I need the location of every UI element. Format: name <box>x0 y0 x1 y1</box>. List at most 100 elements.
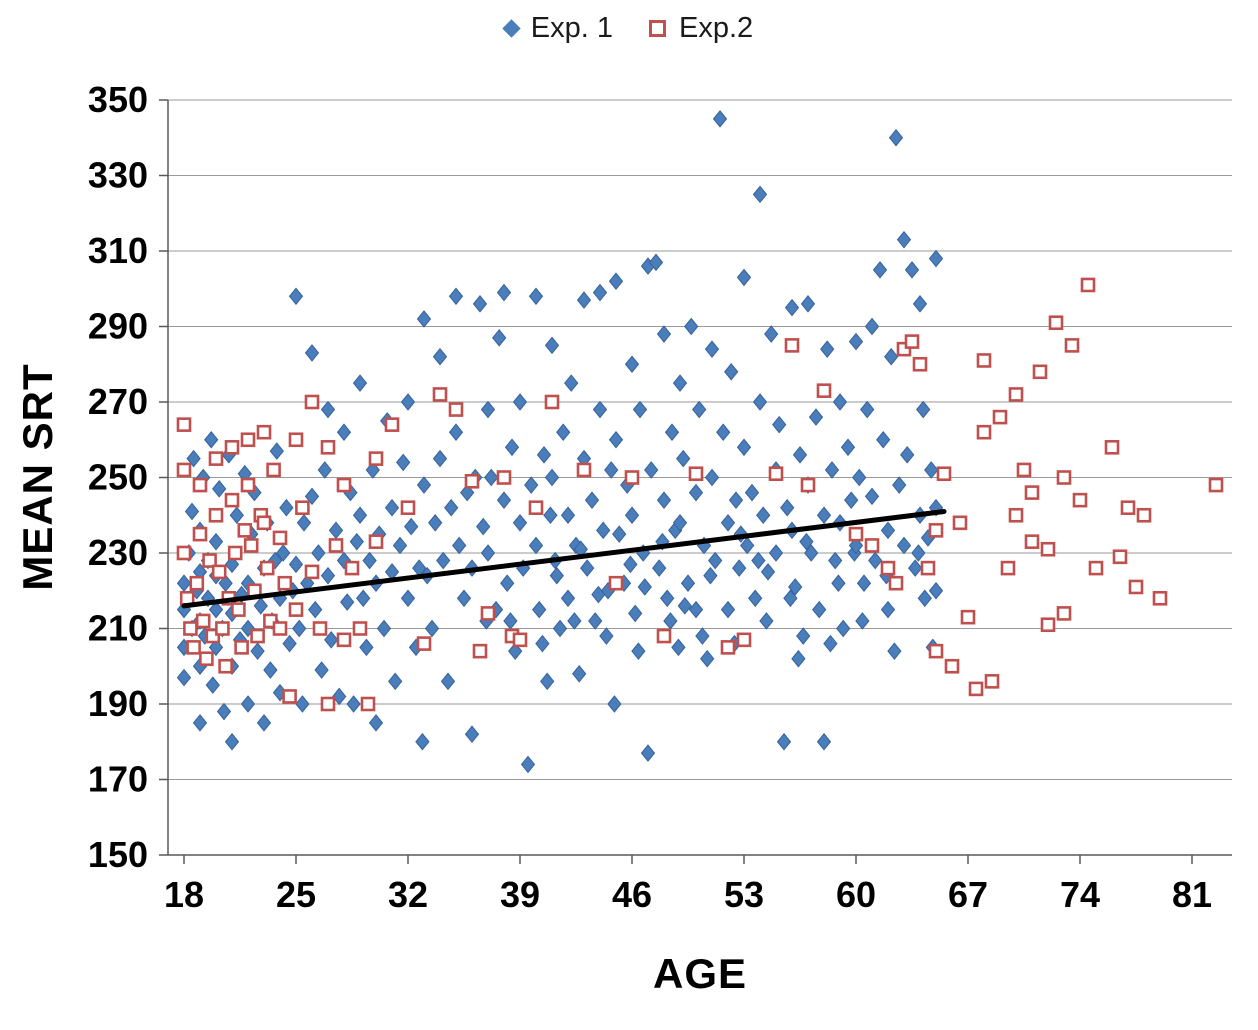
exp2-point <box>224 492 240 508</box>
exp1-point <box>623 555 638 574</box>
exp1-point <box>751 551 766 570</box>
exp2-point <box>218 658 233 674</box>
exp1-point <box>791 649 806 668</box>
exp1-point <box>540 672 555 691</box>
exp1-point <box>328 521 344 540</box>
exp2-point <box>1032 364 1048 380</box>
exp2-point <box>864 538 880 553</box>
x-tick-label: 60 <box>836 874 876 915</box>
exp1-point <box>660 589 675 608</box>
exp1-point <box>612 525 627 543</box>
exp1-point <box>356 589 371 608</box>
exp2-point <box>1072 492 1088 508</box>
chart-legend: Exp. 1 Exp.2 <box>0 12 1258 45</box>
exp1-point <box>876 430 891 449</box>
exp2-point <box>288 432 304 448</box>
exp1-point <box>584 491 600 509</box>
open-square-marker-icon <box>649 20 667 37</box>
exp1-point <box>677 597 692 615</box>
exp2-point <box>936 466 952 482</box>
exp1-point <box>900 446 915 464</box>
exp1-point <box>415 732 430 751</box>
exp1-point <box>250 642 265 660</box>
exp2-point <box>288 602 304 617</box>
exp1-point <box>311 544 326 562</box>
exp1-point <box>917 589 932 608</box>
exp1-point <box>820 340 835 358</box>
exp1-point <box>704 340 720 358</box>
exp1-point <box>756 506 771 525</box>
exp1-point <box>744 483 760 502</box>
exp1-point <box>688 483 704 502</box>
exp2-point <box>282 689 297 704</box>
exp2-point <box>368 534 384 549</box>
exp1-point <box>712 110 728 128</box>
exp1-point <box>528 287 544 306</box>
exp1-point <box>924 461 939 479</box>
exp1-point <box>928 249 944 268</box>
exp2-point <box>720 640 736 655</box>
exp1-point <box>536 446 552 464</box>
exp1-point <box>844 491 859 509</box>
exp2-point <box>1112 549 1128 565</box>
exp2-point <box>256 424 272 440</box>
exp1-point <box>672 374 688 392</box>
exp1-point <box>860 400 875 419</box>
exp2-point <box>237 523 253 538</box>
exp1-point <box>224 732 240 751</box>
y-tick-label: 330 <box>88 155 148 196</box>
x-tick-label: 32 <box>388 874 428 915</box>
exp1-point <box>848 332 864 351</box>
exp2-point <box>888 575 904 591</box>
exp1-point <box>436 551 451 570</box>
y-axis-label: MEAN SRT <box>14 363 61 591</box>
exp1-point <box>828 551 843 570</box>
exp1-point <box>186 449 201 468</box>
exp1-point <box>800 295 816 313</box>
exp1-point <box>676 449 691 468</box>
exp1-point <box>608 430 624 449</box>
exp1-point <box>688 600 704 619</box>
exp1-point <box>496 491 512 509</box>
exp1-point <box>480 544 496 562</box>
exp1-point <box>216 702 232 721</box>
exp1-point <box>349 532 364 551</box>
exp1-point <box>816 506 832 525</box>
exp1-point <box>728 491 744 509</box>
exp1-point <box>544 468 560 487</box>
trendline <box>181 508 947 609</box>
exp1-point <box>288 287 304 306</box>
exp1-point <box>346 695 361 713</box>
x-tick-label: 53 <box>724 874 764 915</box>
exp1-point <box>788 578 803 596</box>
exp1-point <box>396 453 411 472</box>
exp1-point <box>535 634 550 653</box>
exp1-point <box>796 627 811 645</box>
exp2-point <box>416 636 432 651</box>
exp2-point <box>1104 439 1120 455</box>
exp1-point <box>852 468 867 487</box>
exp2-point <box>304 394 320 410</box>
exp1-point <box>904 261 920 279</box>
exp2-point <box>192 477 208 493</box>
exp2-point <box>1120 500 1136 516</box>
exp1-point <box>637 578 652 596</box>
exp1-point <box>652 559 667 577</box>
exp2-point <box>848 526 864 542</box>
exp1-point <box>440 672 456 691</box>
exp1-point <box>656 325 672 343</box>
exp2-point <box>928 643 944 659</box>
x-axis-label: AGE <box>652 950 748 997</box>
exp2-point <box>234 640 249 655</box>
exp1-point <box>560 506 576 525</box>
exp1-point <box>680 574 696 592</box>
exp1-point <box>208 532 224 551</box>
exp1-point <box>759 612 774 630</box>
exp1-point <box>460 483 475 502</box>
exp2-point <box>272 621 288 636</box>
exp1-point <box>432 347 448 366</box>
exp2-point <box>1208 477 1224 493</box>
exp1-point <box>304 487 320 506</box>
exp1-point <box>263 661 278 679</box>
